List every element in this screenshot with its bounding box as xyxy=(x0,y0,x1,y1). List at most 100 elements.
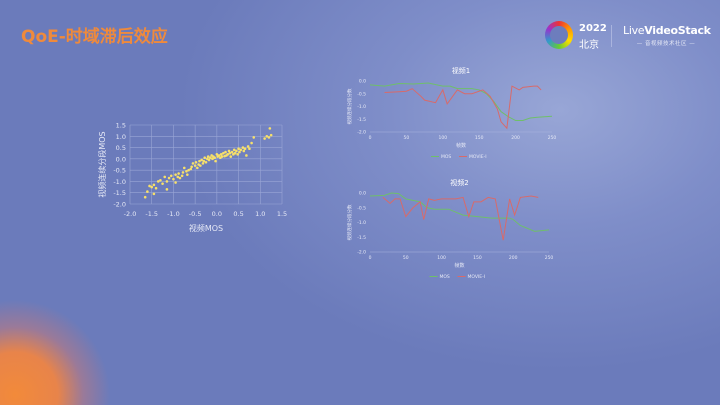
brand-bold: VideoStack xyxy=(644,24,711,37)
series-line-mos xyxy=(369,192,550,232)
scatter-point xyxy=(268,127,272,130)
scatter-point xyxy=(246,145,250,148)
y-tick-label: -2.0 xyxy=(357,130,366,136)
legend-label: MOS xyxy=(440,274,450,280)
y-tick-label: -1.5 xyxy=(113,189,126,197)
scatter-point xyxy=(241,146,245,149)
brand-light: Live xyxy=(623,24,645,37)
scatter-point xyxy=(177,172,180,175)
scatter-point xyxy=(174,173,177,176)
scatter-point xyxy=(230,150,234,154)
x-tick-label: 1.0 xyxy=(255,210,265,218)
x-tick-label: 1.5 xyxy=(277,210,287,218)
series-line-movie-i xyxy=(382,195,539,241)
y-tick-label: 1.5 xyxy=(116,122,126,130)
y-axis-label: 视频连续分段分数 xyxy=(346,204,353,240)
x-axis-label: 帧数 xyxy=(454,262,464,269)
series-line-movie-i xyxy=(384,85,542,130)
scatter-point xyxy=(211,157,214,161)
y-tick-label: -1.0 xyxy=(357,220,366,226)
scatter-point xyxy=(143,195,147,199)
y-tick-label: -1.5 xyxy=(357,117,366,123)
scatter-point xyxy=(148,184,151,188)
scatter-point xyxy=(269,133,273,137)
x-tick-label: 150 xyxy=(473,255,482,261)
scatter-point xyxy=(176,175,180,179)
scatter-point xyxy=(239,148,243,152)
y-tick-label: -1.0 xyxy=(357,104,366,110)
scatter-point xyxy=(206,155,210,158)
scatter-point xyxy=(200,158,203,162)
x-tick-label: 100 xyxy=(437,255,446,261)
y-tick-label: -2.0 xyxy=(113,201,126,209)
scatter-point xyxy=(198,159,201,163)
scatter-point xyxy=(190,165,193,169)
y-tick-label: -0.5 xyxy=(357,91,366,97)
scatter-point xyxy=(194,160,198,164)
scatter-point xyxy=(165,188,169,191)
scatter-point xyxy=(167,176,171,180)
y-tick-label: 1.0 xyxy=(116,133,126,141)
scatter-point xyxy=(209,156,212,160)
scatter-point xyxy=(174,181,177,184)
scatter-point xyxy=(219,153,223,156)
y-axis-label: 视频连续分段分数 xyxy=(346,88,353,124)
scatter-point xyxy=(235,149,238,153)
scatter-point xyxy=(189,167,193,171)
x-tick-label: 100 xyxy=(439,135,448,141)
x-tick-label: 250 xyxy=(545,255,554,261)
scatter-point xyxy=(207,158,211,162)
scatter-point xyxy=(213,156,216,160)
scatter-point xyxy=(193,164,197,167)
x-tick-label: 250 xyxy=(548,135,557,141)
event-ring-icon xyxy=(545,21,573,49)
y-tick-label: 0.0 xyxy=(359,79,366,85)
y-tick-label: -0.5 xyxy=(357,205,366,211)
scatter-point xyxy=(224,150,227,154)
scatter-point xyxy=(201,162,205,165)
chart-title: 视频2 xyxy=(450,178,468,187)
scatter-point xyxy=(214,159,217,163)
scatter-point xyxy=(252,136,256,139)
x-axis-label: 视频MOS xyxy=(189,223,223,233)
slide-title: QoE-时域滞后效应 xyxy=(21,27,168,47)
x-tick-label: -1.0 xyxy=(167,210,180,218)
legend-label: MOVIE-I xyxy=(469,154,487,160)
scatter-point xyxy=(199,164,202,167)
x-tick-label: -2.0 xyxy=(124,210,137,218)
y-tick-label: 0.0 xyxy=(359,191,366,197)
scatter-point xyxy=(250,141,253,145)
scatter-point xyxy=(228,151,232,155)
scatter-point xyxy=(226,153,230,156)
scatter-point xyxy=(202,159,206,163)
scatter-point xyxy=(217,154,221,157)
x-tick-label: 0 xyxy=(369,135,372,141)
scatter-point xyxy=(154,186,158,190)
scatter-point xyxy=(161,182,164,185)
scatter-point xyxy=(178,176,182,180)
scatter-point xyxy=(248,147,251,150)
scatter-point xyxy=(165,180,169,183)
event-logo: 2022 北京 LiveVideoStack — 音视频技术社区 — xyxy=(545,21,711,51)
scatter-point xyxy=(172,177,175,181)
scatter-point xyxy=(196,166,199,170)
x-tick-label: 50 xyxy=(404,135,410,141)
scatter-point xyxy=(203,156,206,160)
scatter-point xyxy=(182,166,186,170)
scatter-point xyxy=(163,175,167,179)
scatter-point xyxy=(229,155,233,158)
legend-label: MOS xyxy=(441,154,451,160)
logo-tagline: — 音视频技术社区 — xyxy=(636,41,696,47)
x-tick-label: 50 xyxy=(403,255,409,261)
x-tick-label: -1.5 xyxy=(145,210,158,218)
legend-label: MOVIE-I xyxy=(468,274,486,280)
scatter-point xyxy=(215,153,219,156)
x-tick-label: 200 xyxy=(511,135,520,141)
y-tick-label: -1.0 xyxy=(113,178,126,186)
y-tick-label: -0.5 xyxy=(113,167,126,175)
scatter-point xyxy=(152,183,156,187)
x-tick-label: -0.5 xyxy=(189,210,202,218)
scatter-point xyxy=(243,147,247,150)
x-tick-label: 0 xyxy=(369,255,372,261)
